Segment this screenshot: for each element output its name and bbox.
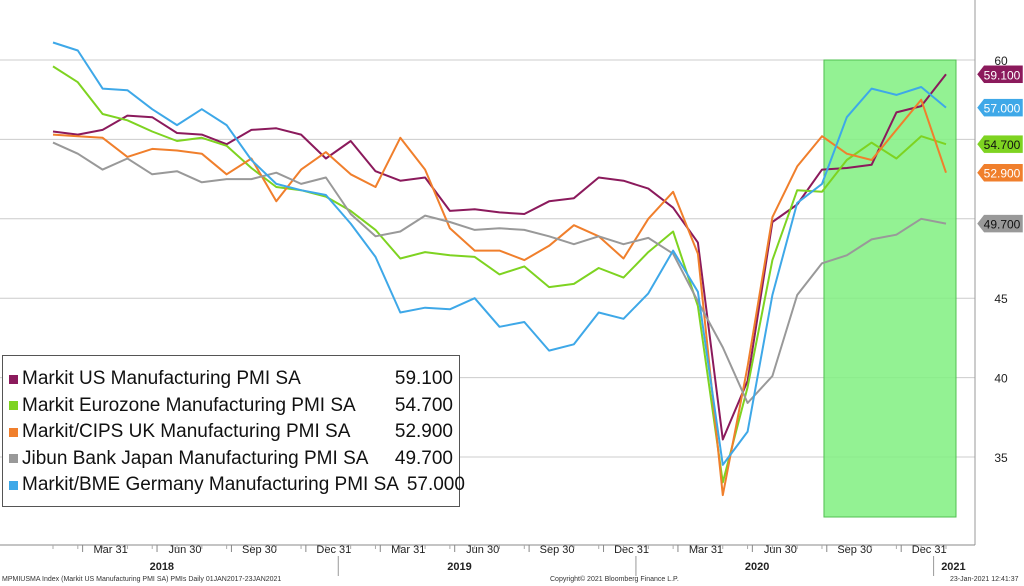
y-tick-label: 45 [994, 292, 1008, 306]
last-value-labels: 59.100 57.000 54.700 52.900 49.700 [976, 65, 1024, 233]
legend-swatch [9, 401, 18, 411]
highlight-rect [823, 59, 957, 518]
x-tick-label: Dec 31 [316, 544, 351, 556]
last-value-tag: 54.700 [976, 134, 1024, 154]
y-tick-label: 40 [994, 372, 1008, 386]
series-line-2 [52, 98, 947, 497]
legend-row: Markit US Manufacturing PMI SA 59.100 [9, 366, 453, 393]
year-label: 2019 [447, 561, 471, 573]
x-tick-label: Sep 30 [837, 544, 872, 556]
x-tick-label: Mar 31 [93, 544, 127, 556]
legend-value: 57.000 [406, 474, 465, 496]
series-line-4 [52, 41, 947, 466]
x-tick-label: Sep 30 [242, 544, 277, 556]
last-value-tag: 49.700 [976, 214, 1024, 233]
year-label: 2021 [941, 561, 965, 573]
x-tick-label: Jun 30 [169, 544, 202, 556]
legend-value: 59.100 [394, 368, 453, 390]
legend-label: Jibun Bank Japan Manufacturing PMI SA [22, 447, 369, 469]
last-value-tag-bg [976, 214, 1024, 233]
x-tick-label: Dec 31 [614, 544, 649, 556]
legend-row: Markit Eurozone Manufacturing PMI SA 54.… [9, 393, 453, 420]
year-label: 2018 [150, 561, 174, 573]
last-value-tag: 52.900 [976, 163, 1024, 182]
footer-source: MPMIUSMA Index (Markit US Manufacturing … [2, 576, 282, 583]
last-value-tag-bg [976, 134, 1024, 154]
legend-label: Markit/CIPS UK Manufacturing PMI SA [22, 421, 351, 443]
last-value-label: 49.700 [984, 218, 1021, 232]
legend-swatch [9, 480, 18, 490]
last-value-label: 52.900 [984, 167, 1021, 181]
legend-label: Markit US Manufacturing PMI SA [22, 368, 301, 390]
year-label: 2020 [745, 561, 769, 573]
footer-copyright: Copyright© 2021 Bloomberg Finance L.P. [550, 576, 679, 583]
legend: Markit US Manufacturing PMI SA 59.100 Ma… [2, 355, 465, 507]
legend-swatch [9, 454, 18, 464]
legend-label: Markit/BME Germany Manufacturing PMI SA [22, 474, 399, 496]
y-tick-label: 60 [994, 54, 1008, 68]
highlight-region [823, 59, 957, 518]
x-tick-label: Mar 31 [689, 544, 723, 556]
legend-row: Markit/BME Germany Manufacturing PMI SA … [9, 472, 465, 499]
legend-value: 49.700 [394, 447, 453, 469]
last-value-tag: 57.000 [976, 98, 1024, 117]
legend-label: Markit Eurozone Manufacturing PMI SA [22, 394, 356, 416]
series-line-3 [52, 141, 947, 404]
last-value-label: 57.000 [984, 102, 1021, 116]
last-value-label: 59.100 [984, 68, 1021, 82]
legend-value: 54.700 [394, 394, 453, 416]
footer-timestamp: 23-Jan-2021 12:41:37 [950, 576, 1019, 583]
x-tick-label: Dec 31 [912, 544, 947, 556]
series-line-1 [52, 65, 947, 484]
last-value-tag-bg [976, 98, 1024, 117]
last-value-tag: 59.100 [976, 65, 1024, 84]
series-lines [52, 41, 947, 497]
legend-swatch [9, 374, 18, 384]
legend-row: Jibun Bank Japan Manufacturing PMI SA 49… [9, 446, 453, 473]
last-value-label: 54.700 [984, 138, 1021, 152]
legend-swatch [9, 427, 18, 437]
legend-row: Markit/CIPS UK Manufacturing PMI SA 52.9… [9, 419, 453, 446]
y-tick-label: 35 [994, 451, 1008, 465]
legend-value: 52.900 [394, 421, 453, 443]
x-tick-label: Jun 30 [764, 544, 797, 556]
last-value-tag-bg [976, 65, 1024, 84]
x-tick-label: Sep 30 [540, 544, 575, 556]
last-value-tag-bg [976, 163, 1024, 182]
x-tick-label: Mar 31 [391, 544, 425, 556]
x-tick-label: Jun 30 [466, 544, 499, 556]
